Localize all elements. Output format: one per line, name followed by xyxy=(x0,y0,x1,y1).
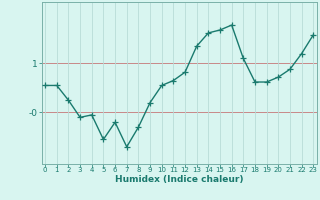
X-axis label: Humidex (Indice chaleur): Humidex (Indice chaleur) xyxy=(115,175,244,184)
